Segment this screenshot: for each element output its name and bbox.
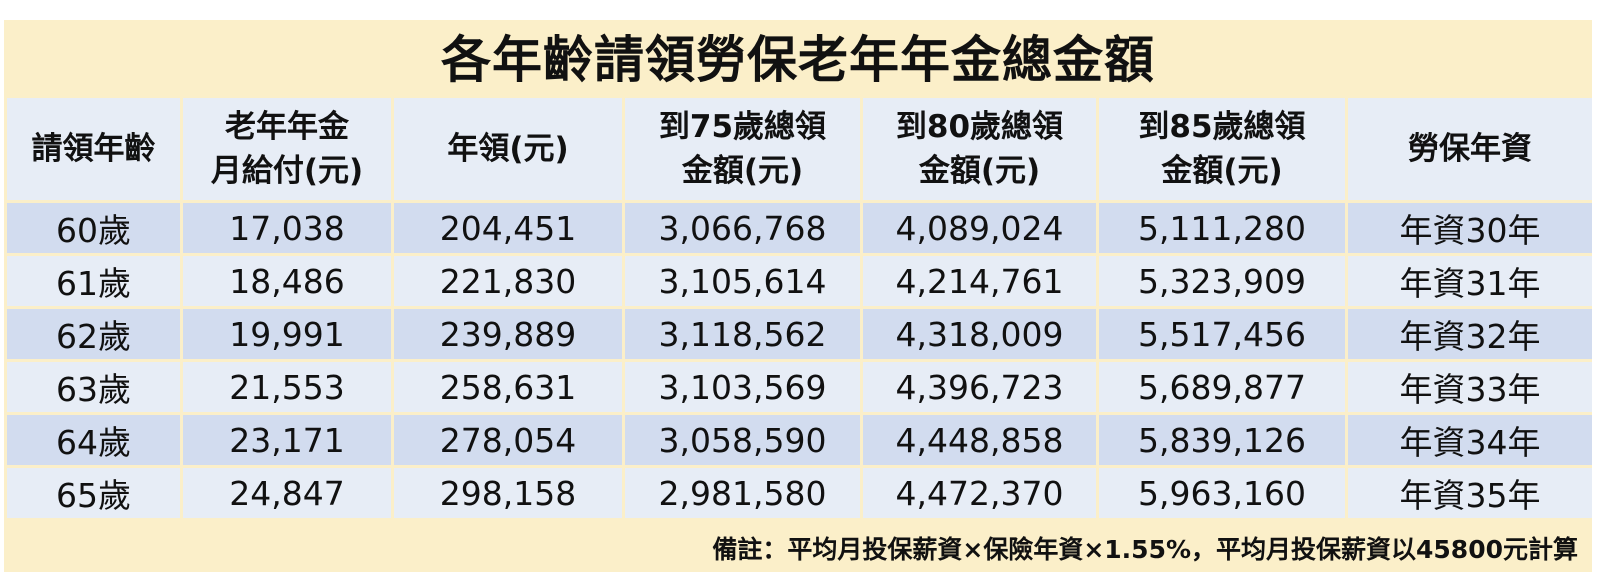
cell-total-80: 4,396,723	[863, 362, 1096, 412]
cell-age: 64歲	[7, 415, 180, 465]
cell-total-75: 3,105,614	[625, 256, 860, 306]
cell-monthly: 19,991	[183, 309, 391, 359]
cell-total-80: 4,318,009	[863, 309, 1096, 359]
table-row: 61歲 18,486 221,830 3,105,614 4,214,761 5…	[7, 256, 1592, 306]
cell-annual: 239,889	[394, 309, 622, 359]
cell-age: 65歲	[7, 468, 180, 518]
cell-years: 年資32年	[1348, 309, 1592, 359]
cell-total-75: 3,118,562	[625, 309, 860, 359]
cell-total-80: 4,089,024	[863, 203, 1096, 253]
header-total-to-80: 到80歲總領 金額(元)	[863, 98, 1096, 200]
cell-age: 62歲	[7, 309, 180, 359]
cell-years: 年資33年	[1348, 362, 1592, 412]
cell-annual: 204,451	[394, 203, 622, 253]
header-total-to-85: 到85歲總領 金額(元)	[1099, 98, 1345, 200]
cell-total-75: 3,058,590	[625, 415, 860, 465]
cell-years: 年資30年	[1348, 203, 1592, 253]
cell-total-85: 5,689,877	[1099, 362, 1345, 412]
pension-table-card: 各年齡請領勞保老年年金總金額 請領年齡 老年年金 月給付(元) 年領(元)	[4, 20, 1592, 572]
cell-years: 年資34年	[1348, 415, 1592, 465]
cell-monthly: 23,171	[183, 415, 391, 465]
cell-total-85: 5,963,160	[1099, 468, 1345, 518]
cell-monthly: 17,038	[183, 203, 391, 253]
pension-table: 請領年齡 老年年金 月給付(元) 年領(元) 到75歲總領 金額(元) 到80歲…	[4, 95, 1595, 521]
cell-annual: 278,054	[394, 415, 622, 465]
cell-total-75: 2,981,580	[625, 468, 860, 518]
cell-monthly: 18,486	[183, 256, 391, 306]
header-monthly-pension: 老年年金 月給付(元)	[183, 98, 391, 200]
header-annual-amount: 年領(元)	[394, 98, 622, 200]
footnote: 備註：平均月投保薪資×保險年資×1.55%，平均月投保薪資以45800元計算	[712, 535, 1578, 564]
cell-age: 60歲	[7, 203, 180, 253]
cell-total-75: 3,066,768	[625, 203, 860, 253]
table-row: 64歲 23,171 278,054 3,058,590 4,448,858 5…	[7, 415, 1592, 465]
cell-age: 63歲	[7, 362, 180, 412]
header-claim-age: 請領年齡	[7, 98, 180, 200]
cell-years: 年資35年	[1348, 468, 1592, 518]
cell-total-80: 4,448,858	[863, 415, 1096, 465]
cell-monthly: 24,847	[183, 468, 391, 518]
cell-monthly: 21,553	[183, 362, 391, 412]
cell-total-80: 4,214,761	[863, 256, 1096, 306]
table-row: 65歲 24,847 298,158 2,981,580 4,472,370 5…	[7, 468, 1592, 518]
header-total-to-75: 到75歲總領 金額(元)	[625, 98, 860, 200]
header-insured-years: 勞保年資	[1348, 98, 1592, 200]
cell-total-85: 5,839,126	[1099, 415, 1345, 465]
table-title: 各年齡請領勞保老年年金總金額	[441, 31, 1155, 89]
cell-total-85: 5,111,280	[1099, 203, 1345, 253]
table-row: 63歲 21,553 258,631 3,103,569 4,396,723 5…	[7, 362, 1592, 412]
cell-total-80: 4,472,370	[863, 468, 1096, 518]
cell-annual: 258,631	[394, 362, 622, 412]
cell-annual: 298,158	[394, 468, 622, 518]
table-row: 62歲 19,991 239,889 3,118,562 4,318,009 5…	[7, 309, 1592, 359]
cell-years: 年資31年	[1348, 256, 1592, 306]
table-row: 60歲 17,038 204,451 3,066,768 4,089,024 5…	[7, 203, 1592, 253]
cell-annual: 221,830	[394, 256, 622, 306]
cell-total-85: 5,517,456	[1099, 309, 1345, 359]
cell-total-85: 5,323,909	[1099, 256, 1345, 306]
cell-age: 61歲	[7, 256, 180, 306]
header-row: 請領年齡 老年年金 月給付(元) 年領(元) 到75歲總領 金額(元) 到80歲…	[7, 98, 1592, 200]
cell-total-75: 3,103,569	[625, 362, 860, 412]
